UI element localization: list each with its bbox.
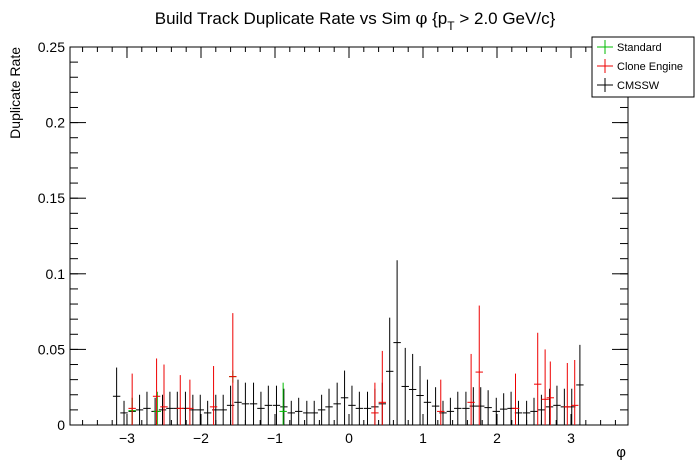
data-point	[534, 332, 542, 425]
data-point	[241, 382, 250, 425]
series-layer	[112, 260, 584, 425]
data-point	[333, 382, 341, 425]
x-tick-label: −2	[193, 430, 209, 446]
y-tick-label: 0.1	[46, 266, 66, 282]
data-point	[431, 387, 440, 425]
data-point	[475, 305, 483, 425]
data-point	[203, 400, 212, 425]
data-point	[363, 391, 372, 425]
data-point	[571, 359, 579, 425]
data-point	[310, 400, 318, 425]
data-point	[112, 367, 121, 425]
data-point	[303, 400, 311, 425]
data-point	[546, 361, 554, 425]
series-cmssw	[112, 260, 584, 425]
data-point	[229, 313, 237, 425]
data-point	[128, 373, 136, 425]
data-point	[511, 373, 520, 425]
data-point	[153, 391, 162, 425]
legend-entry: CMSSW	[597, 78, 660, 92]
data-point	[416, 366, 424, 425]
data-point	[545, 388, 554, 425]
legend: Standard Clone Engine CMSSW	[591, 36, 695, 98]
data-point	[264, 385, 273, 425]
data-point	[576, 344, 584, 425]
series-clone-engine	[128, 305, 579, 425]
y-tick-label: 0.05	[38, 341, 65, 357]
data-point	[437, 379, 445, 425]
data-point	[160, 364, 168, 425]
plot-frame	[69, 46, 629, 426]
x-tick-label: 2	[493, 430, 501, 446]
data-point	[325, 388, 333, 425]
data-point	[166, 391, 174, 425]
x-tick-label: −3	[119, 430, 135, 446]
data-point	[446, 397, 455, 425]
y-tick-label: 0.25	[38, 39, 65, 55]
data-point	[371, 382, 379, 425]
data-point	[219, 394, 227, 425]
legend-entry: Clone Engine	[597, 59, 683, 73]
data-point	[563, 363, 572, 425]
data-point	[209, 366, 218, 425]
data-point	[492, 397, 500, 425]
data-point	[135, 394, 144, 425]
data-point	[454, 391, 462, 425]
data-point	[196, 394, 204, 425]
y-tick-label: 0	[57, 417, 65, 433]
data-point	[408, 353, 417, 425]
data-point	[348, 385, 356, 425]
data-point	[279, 382, 287, 425]
chart-title: Build Track Duplicate Rate vs Sim φ {pT …	[155, 9, 556, 33]
data-point	[249, 382, 258, 425]
data-point	[272, 385, 281, 425]
data-point	[355, 391, 364, 425]
data-point	[186, 379, 194, 425]
data-point	[158, 394, 167, 425]
data-point	[176, 375, 184, 425]
data-point	[317, 394, 326, 425]
legend-label: CMSSW	[617, 80, 660, 92]
data-point	[553, 385, 561, 425]
x-tick-label: 0	[345, 430, 353, 446]
data-point	[541, 349, 549, 425]
data-point	[152, 358, 161, 425]
y-tick-label: 0.15	[38, 190, 65, 206]
data-point	[477, 387, 485, 425]
data-point	[340, 370, 349, 425]
axes: −3 −2 −1 0 1 2 3 0 0.05 0.1 0.15 0.2 0.25	[38, 39, 628, 446]
legend-label: Standard	[617, 42, 662, 54]
data-point	[280, 388, 288, 425]
x-tick-label: −1	[267, 430, 283, 446]
data-point	[462, 391, 470, 425]
legend-label: Clone Engine	[617, 61, 683, 73]
y-axis-label: Duplicate Rate	[7, 47, 23, 139]
x-axis-label: φ	[616, 444, 626, 461]
data-point	[378, 350, 387, 425]
data-point	[287, 400, 295, 425]
data-point	[499, 393, 508, 425]
data-point	[257, 391, 265, 425]
x-tick-label: 3	[567, 430, 575, 446]
data-point	[294, 397, 303, 425]
y-tick-label: 0.2	[46, 115, 66, 131]
data-point	[143, 391, 151, 425]
data-point	[467, 353, 475, 425]
data-point	[484, 390, 492, 425]
data-point	[234, 379, 242, 425]
data-point	[120, 400, 128, 425]
legend-entry: Standard	[597, 40, 662, 54]
data-point	[423, 379, 432, 425]
data-point	[393, 260, 401, 425]
data-point	[401, 347, 409, 425]
x-tick-label: 1	[419, 430, 427, 446]
data-point	[530, 397, 538, 425]
data-point	[522, 400, 531, 425]
data-point	[537, 394, 546, 425]
data-point	[386, 317, 394, 425]
